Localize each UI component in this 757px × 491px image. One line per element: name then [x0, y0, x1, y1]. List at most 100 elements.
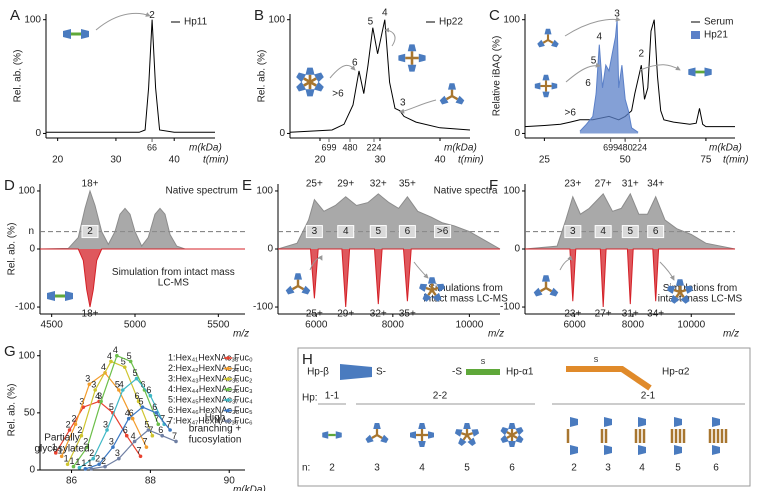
- x-tick-label: 8000: [382, 320, 405, 331]
- beta-chain: [604, 445, 612, 455]
- alpha-chain: [425, 286, 433, 292]
- y-tick-label: 100: [503, 14, 520, 25]
- x-tick-label: 75: [700, 155, 712, 166]
- annotation: 32+: [370, 179, 387, 190]
- y-axis-label: Relative iBAQ (%): [492, 36, 503, 117]
- point: [111, 445, 115, 449]
- point-label: 6: [158, 425, 163, 435]
- point: [140, 405, 145, 409]
- annotation: 5: [376, 226, 382, 237]
- point: [65, 462, 70, 467]
- annotation-box: [81, 225, 99, 239]
- beta-chain: [428, 431, 434, 439]
- annotation: 4: [382, 8, 388, 19]
- annotation: 6: [653, 226, 659, 237]
- bond-label: S-: [376, 367, 386, 378]
- alpha-chain: [430, 283, 434, 290]
- point: [130, 416, 135, 421]
- point-label: 1: [75, 457, 80, 467]
- beta-chain: [604, 417, 612, 427]
- annotation-box: [305, 225, 323, 239]
- alpha2-chain-icon: [566, 417, 578, 455]
- subunit-label: Hp-α2: [662, 367, 690, 378]
- y-tick-label: 0: [267, 244, 273, 255]
- point: [156, 422, 161, 427]
- x-tick-label: 50: [620, 155, 632, 166]
- beta-chain: [463, 423, 471, 429]
- beta-chain: [380, 434, 389, 443]
- beta-icon: [340, 364, 372, 380]
- beta-chain: [500, 427, 509, 436]
- y-tick-label: 100: [503, 186, 520, 197]
- beta-chain: [418, 441, 426, 447]
- area-fill: [525, 249, 735, 307]
- note: branching +: [189, 424, 242, 435]
- panel-label: F: [489, 177, 498, 194]
- glycoform-icon: [296, 67, 324, 97]
- point: [73, 422, 78, 427]
- alpha-chain: [445, 94, 453, 101]
- annotation: Native spectrum: [166, 186, 238, 197]
- arrow: [329, 64, 356, 79]
- point: [160, 433, 165, 438]
- row-label: Hp:: [302, 393, 318, 404]
- point: [99, 399, 103, 404]
- y-tick-label: -100: [15, 302, 35, 313]
- beta-chain: [551, 39, 559, 48]
- arrow: [384, 27, 396, 47]
- beta-chain: [471, 429, 480, 437]
- glycoform-icon: [667, 279, 693, 304]
- alpha-chain: [544, 281, 548, 288]
- beta-chain: [418, 53, 426, 63]
- beta-chain: [455, 95, 465, 105]
- alpha-chain: [695, 70, 705, 74]
- n-label: 5: [675, 463, 681, 474]
- x-axis-label: m/z: [723, 329, 739, 340]
- beta-chain: [296, 81, 307, 92]
- point: [89, 467, 94, 471]
- x-axis-label: m/z: [488, 329, 504, 340]
- alpha-chain: [673, 288, 681, 294]
- point: [148, 393, 153, 398]
- annotation: 35+: [399, 179, 416, 190]
- point-label: 5: [115, 379, 120, 389]
- annotation: 29+: [337, 309, 354, 320]
- y-tick-label: 0: [29, 465, 35, 476]
- annotation-box: [337, 225, 355, 239]
- area-fill: [40, 249, 245, 307]
- glycoform-icon: [454, 423, 480, 447]
- point: [115, 353, 119, 358]
- y-axis-label: Rel. ab. (%): [7, 384, 18, 437]
- glycoform-icon: [534, 74, 558, 98]
- point: [136, 399, 141, 404]
- beta-chain: [418, 423, 426, 429]
- panel-label: H: [302, 351, 313, 368]
- annotation: 2: [149, 10, 155, 21]
- x-tick-label: 20: [52, 155, 64, 166]
- alpha-chain: [422, 433, 428, 437]
- alpha-chain: [416, 433, 422, 437]
- annotation: Simulation from intact mass: [112, 267, 235, 278]
- point-label: 7: [142, 437, 147, 447]
- y-tick-label: 100: [18, 186, 35, 197]
- annotation-box: [398, 225, 416, 239]
- series-line: [524, 192, 736, 250]
- annotation: 34+: [647, 309, 664, 320]
- composition-label: 7:Hex₄₇HexNAc₃₉: [168, 415, 239, 425]
- point-label: 7: [160, 414, 165, 424]
- x-axis-label: m/z: [233, 329, 249, 340]
- point: [117, 456, 121, 461]
- n-label: 6: [713, 463, 719, 474]
- annotation: 18+: [82, 179, 99, 190]
- mass-tick-label: 66: [147, 142, 157, 152]
- annotation: intact mass LC-MS: [423, 294, 508, 305]
- annotation: >6: [565, 108, 577, 119]
- point-label: 4: [113, 345, 118, 355]
- point: [79, 433, 84, 438]
- legend-swatch: [226, 419, 230, 423]
- beta-chain: [47, 291, 55, 301]
- n-label: 6: [509, 463, 515, 474]
- point-label: 5: [109, 402, 114, 412]
- annotation: 32+: [370, 309, 387, 320]
- annotation: 25+: [306, 179, 323, 190]
